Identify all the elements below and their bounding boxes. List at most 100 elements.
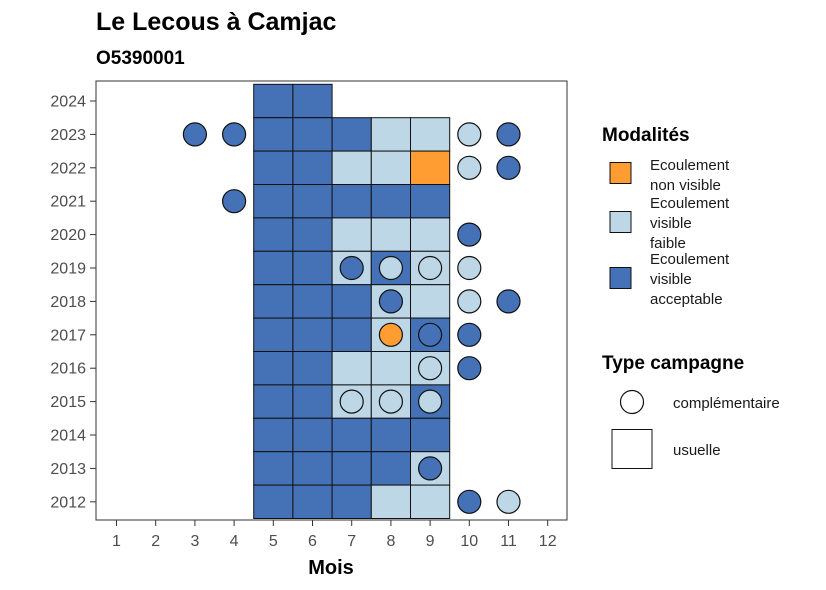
y-tick-label-2023: 2023 [50,127,86,144]
point-2019-m8 [378,255,403,281]
tile-2014-m9 [410,417,451,453]
legend-label-ecoulement-non-visible-line1: Ecoulement [650,157,730,174]
point-2016-m9 [418,356,443,381]
tile-2023-m6 [292,117,333,152]
tile-2023-m9 [410,117,451,152]
tile-2017-m5 [253,317,294,353]
point-2018-m8 [378,289,403,314]
y-tick-label-2018: 2018 [50,294,86,311]
point-2016-m10 [457,356,482,381]
tile-2018-m5 [253,284,294,319]
tile-2023-m5 [253,117,294,152]
y-axis: 2012 2013 2014 2015 2016 2017 2018 2019 2020 2021… [50,94,96,511]
tile-2013-m8 [370,451,411,486]
tile-2021-m5 [253,184,294,219]
x-tick-label-1: 1 [112,533,121,550]
legend-key-complementaire [619,389,645,415]
tile-2024-m5 [253,83,294,119]
complementaire-points [182,122,521,514]
tile-2018-m9 [410,284,451,319]
tile-2019-m5 [253,250,294,286]
tile-2021-m9 [410,184,451,219]
point-2023-m3 [182,122,207,147]
tile-2020-m5 [253,217,294,252]
tile-2012-m8 [370,484,411,520]
point-2019-m10 [457,255,482,281]
tile-2013-m6 [292,451,333,486]
tile-2012-m5 [253,484,294,520]
legend-label-ecoulement-visible-acceptable-line1: Ecoulement [650,251,730,268]
point-2022-m11 [496,155,521,180]
x-tick-label-2: 2 [151,533,160,550]
tile-2022-m9 [410,150,451,186]
tile-2020-m6 [292,217,333,252]
point-2022-m10 [457,155,482,180]
tile-2016-m7 [331,351,372,386]
tile-2017-m7 [331,317,372,353]
point-2018-m11 [496,289,521,314]
point-2012-m11 [496,489,521,514]
x-tick-label-12: 12 [539,533,557,550]
tile-2012-m7 [331,484,372,520]
point-2017-m9 [418,322,443,347]
point-2015-m7 [339,389,364,414]
tile-2018-m7 [331,284,372,319]
tile-2021-m6 [292,184,333,219]
y-tick-label-2019: 2019 [50,261,86,278]
point-2013-m9 [418,456,443,481]
x-tick-label-9: 9 [426,533,435,550]
tile-2017-m6 [292,317,333,353]
tile-2012-m9 [410,484,451,520]
legend-label-ecoulement-visible-acceptable-line2: visible [650,271,692,288]
tile-2012-m6 [292,484,333,520]
y-tick-label-2013: 2013 [50,461,86,478]
x-tick-label-10: 10 [460,533,478,550]
tile-2015-m5 [253,384,294,419]
legend-type-title: Type campagne [602,353,744,374]
usuelle-tiles [253,83,451,520]
tile-2021-m8 [370,184,411,219]
point-2023-m4 [222,122,247,147]
point-2017-m8 [378,322,403,347]
legend-key-ecoulement-visible-faible [609,211,632,233]
point-2015-m8 [378,389,403,414]
x-tick-label-5: 5 [269,533,278,550]
tile-2020-m7 [331,217,372,252]
point-2015-m9 [418,389,443,414]
point-2012-m10 [457,489,482,514]
tile-2023-m8 [370,117,411,152]
x-tick-label-11: 11 [500,533,517,550]
point-2020-m10 [457,222,482,247]
x-tick-label-7: 7 [347,533,356,550]
y-tick-label-2012: 2012 [50,494,86,511]
tile-2014-m7 [331,417,372,453]
legend-label-usuelle: usuelle [673,442,721,459]
chart-subtitle: O5390001 [96,48,185,69]
tile-2014-m5 [253,417,294,453]
legend-type-campagne: Type campagne complémentaire usuelle [602,353,780,469]
tile-2022-m5 [253,150,294,186]
y-tick-label-2022: 2022 [50,160,86,177]
plot-border [95,80,568,521]
y-tick-label-2016: 2016 [50,361,86,378]
tile-2013-m5 [253,451,294,486]
point-2019-m9 [418,255,443,281]
x-tick-label-4: 4 [230,533,239,550]
legend-label-ecoulement-non-visible-line2: non visible [650,177,721,194]
y-tick-label-2021: 2021 [50,194,86,211]
point-2023-m11 [496,122,521,147]
legend-label-complementaire: complémentaire [673,395,780,412]
x-axis: 1 2 3 4 5 6 7 8 9 10 11 12 [112,520,557,550]
x-axis-title: Mois [308,557,354,579]
x-tick-label-6: 6 [308,533,317,550]
tile-2018-m6 [292,284,333,319]
chart-title: Le Lecous à Camjac [96,8,336,36]
tile-2021-m7 [331,184,372,219]
point-2019-m7 [339,255,364,281]
legend-label-ecoulement-visible-acceptable-line3: acceptable [650,291,723,308]
tile-2020-m9 [410,217,451,252]
point-2018-m10 [457,289,482,314]
legend-label-ecoulement-visible-faible-line1: Ecoulement [650,195,730,212]
tile-2016-m6 [292,351,333,386]
tile-2016-m5 [253,351,294,386]
